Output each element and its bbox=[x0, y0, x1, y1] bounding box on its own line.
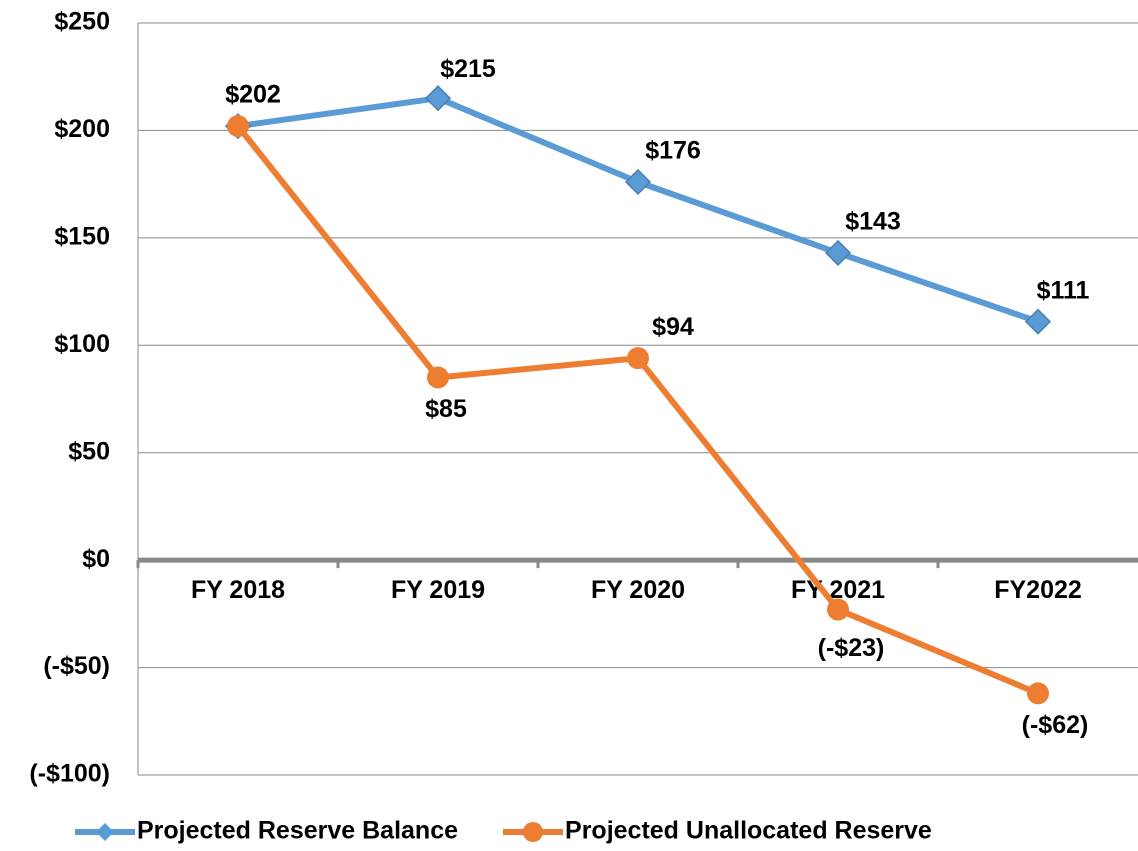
data-label: $202 bbox=[225, 81, 281, 109]
data-label: $176 bbox=[645, 137, 701, 165]
y-tick-label: $150 bbox=[54, 222, 110, 250]
point bbox=[227, 115, 249, 138]
legend-label: Projected Unallocated Reserve bbox=[565, 817, 932, 845]
data-label: $215 bbox=[440, 55, 496, 83]
y-tick-label: (-$100) bbox=[29, 760, 110, 788]
y-tick-label: $250 bbox=[54, 8, 110, 36]
point bbox=[1027, 682, 1049, 705]
series-line bbox=[237, 95, 1039, 325]
point bbox=[627, 347, 649, 370]
data-label: $202 bbox=[225, 81, 281, 109]
y-tick-label: $50 bbox=[68, 437, 110, 465]
legend-label: Projected Reserve Balance bbox=[137, 817, 458, 845]
data-label: $85 bbox=[425, 395, 467, 423]
point bbox=[827, 598, 849, 621]
data-label: $143 bbox=[845, 208, 901, 236]
y-tick-label: $200 bbox=[54, 115, 110, 143]
data-label: $94 bbox=[652, 313, 694, 341]
point bbox=[824, 239, 852, 266]
x-tick-label: FY 2019 bbox=[391, 576, 485, 604]
x-tick-label: FY 2018 bbox=[191, 576, 285, 604]
data-label: (-$62) bbox=[1022, 711, 1089, 739]
y-tick-label: (-$50) bbox=[43, 652, 110, 680]
x-tick-label: FY2022 bbox=[994, 576, 1082, 604]
y-tick-label: $0 bbox=[82, 545, 110, 573]
data-label: $111 bbox=[1037, 276, 1090, 304]
x-tick-label: FY 2020 bbox=[591, 576, 685, 604]
point bbox=[1024, 308, 1052, 335]
series-line bbox=[235, 124, 1040, 697]
point bbox=[624, 168, 652, 196]
point bbox=[424, 85, 452, 112]
point bbox=[427, 366, 449, 389]
y-tick-label: $100 bbox=[54, 330, 110, 358]
data-label: (-$23) bbox=[818, 634, 885, 662]
legend-marker bbox=[523, 822, 544, 842]
legend-marker bbox=[96, 823, 114, 841]
